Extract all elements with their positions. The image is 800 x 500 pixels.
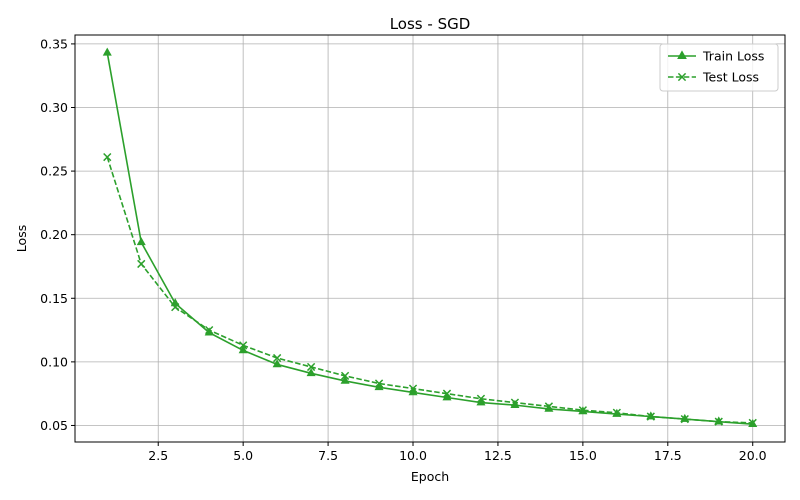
legend-marker-test-loss xyxy=(677,72,687,82)
y-tick-label: 0.10 xyxy=(40,354,68,369)
series-layer xyxy=(102,47,758,428)
data-point-test-loss xyxy=(239,341,248,350)
x-tick-label: 12.5 xyxy=(484,448,512,463)
data-point-test-loss xyxy=(171,303,180,312)
data-point-test-loss xyxy=(680,414,689,424)
data-point-test-loss xyxy=(408,384,418,393)
series-line-test-loss xyxy=(106,156,753,424)
legend-label-train-loss: Train Loss xyxy=(702,49,764,64)
data-point-test-loss xyxy=(476,394,486,403)
data-point-test-loss xyxy=(748,418,757,428)
y-tick-label: 0.30 xyxy=(40,100,68,115)
data-point-test-loss xyxy=(612,408,621,417)
y-tick-label: 0.20 xyxy=(40,227,68,242)
data-point-test-loss xyxy=(544,402,554,411)
y-axis-label: Loss xyxy=(14,225,29,252)
x-axis-label: Epoch xyxy=(411,469,449,484)
data-point-train-loss xyxy=(238,345,248,354)
data-point-train-loss xyxy=(272,359,282,368)
data-point-test-loss xyxy=(137,259,146,269)
data-point-test-loss xyxy=(646,412,655,421)
data-point-train-loss xyxy=(102,47,112,56)
x-tick-label: 5.0 xyxy=(233,448,253,463)
data-point-test-loss xyxy=(272,353,282,363)
data-point-test-loss xyxy=(205,325,214,335)
chart-title: Loss - SGD xyxy=(390,15,471,33)
data-point-train-loss xyxy=(340,375,350,384)
legend-label-test-loss: Test Loss xyxy=(702,70,759,85)
data-point-test-loss xyxy=(578,406,588,415)
data-point-test-loss xyxy=(442,389,452,398)
y-tick-label: 0.05 xyxy=(40,418,68,433)
data-point-test-loss xyxy=(510,398,520,407)
x-tick-label: 15.0 xyxy=(569,448,597,463)
data-point-test-loss xyxy=(714,417,723,426)
y-tick-label: 0.35 xyxy=(40,36,68,51)
y-tick-label: 0.25 xyxy=(40,164,68,179)
y-tick-label: 0.15 xyxy=(40,291,68,306)
legend-marker-train-loss xyxy=(677,50,687,60)
axes: 2.5 5.0 7.5 10.0 12.5 15.0 17.5 20.0 0.05 0.10 0.1… xyxy=(40,36,767,463)
x-tick-label: 7.5 xyxy=(318,448,338,463)
data-point-train-loss xyxy=(136,237,146,246)
data-point-test-loss xyxy=(374,379,384,388)
x-tick-label: 10.0 xyxy=(399,448,427,463)
x-tick-label: 20.0 xyxy=(739,448,767,463)
data-point-train-loss xyxy=(306,368,316,377)
series-line-train-loss xyxy=(106,52,753,425)
data-point-test-loss xyxy=(340,371,350,380)
series-test-loss xyxy=(103,152,757,428)
x-tick-label: 2.5 xyxy=(148,448,168,463)
data-point-test-loss xyxy=(103,152,112,162)
data-point-test-loss xyxy=(306,362,316,372)
grid xyxy=(75,35,785,442)
legend: Train Loss Test Loss xyxy=(659,43,779,92)
x-tick-label: 17.5 xyxy=(654,448,682,463)
plot-frame xyxy=(74,34,786,443)
